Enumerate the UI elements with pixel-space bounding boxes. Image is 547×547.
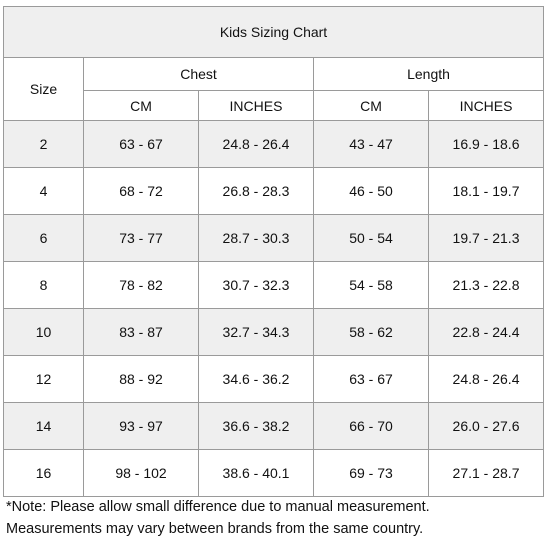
size-cell: 12 <box>3 355 84 403</box>
table-row: 8 78 - 82 30.7 - 32.3 54 - 58 21.3 - 22.… <box>3 261 545 309</box>
table-row: 16 98 - 102 38.6 - 40.1 69 - 73 27.1 - 2… <box>3 449 545 497</box>
chest-cm-cell: 63 - 67 <box>83 120 199 168</box>
footnote-line-1: *Note: Please allow small difference due… <box>6 499 430 515</box>
size-cell: 14 <box>3 402 84 450</box>
size-cell: 4 <box>3 167 84 215</box>
length-inches-cell: 27.1 - 28.7 <box>427 449 545 497</box>
size-cell: 8 <box>3 261 84 309</box>
length-inches-cell: 24.8 - 26.4 <box>427 355 545 403</box>
chest-cm-cell: 88 - 92 <box>83 355 199 403</box>
chest-inches-header: INCHES <box>198 90 314 121</box>
length-inches-cell: 16.9 - 18.6 <box>427 120 545 168</box>
length-cm-cell: 43 - 47 <box>313 120 429 168</box>
chest-inches-cell: 32.7 - 34.3 <box>198 308 314 356</box>
length-cm-cell: 58 - 62 <box>313 308 429 356</box>
length-inches-cell: 22.8 - 24.4 <box>427 308 545 356</box>
chest-cm-cell: 93 - 97 <box>83 402 199 450</box>
length-inches-cell: 19.7 - 21.3 <box>427 214 545 262</box>
table-row: 2 63 - 67 24.8 - 26.4 43 - 47 16.9 - 18.… <box>3 120 545 168</box>
chest-cm-cell: 78 - 82 <box>83 261 199 309</box>
table-row: 10 83 - 87 32.7 - 34.3 58 - 62 22.8 - 24… <box>3 308 545 356</box>
length-inches-cell: 21.3 - 22.8 <box>427 261 545 309</box>
table-row: 14 93 - 97 36.6 - 38.2 66 - 70 26.0 - 27… <box>3 402 545 450</box>
chest-cm-header: CM <box>83 90 199 121</box>
length-cm-header: CM <box>313 90 429 121</box>
length-cm-cell: 54 - 58 <box>313 261 429 309</box>
length-cm-cell: 50 - 54 <box>313 214 429 262</box>
chest-inches-cell: 30.7 - 32.3 <box>198 261 314 309</box>
size-cell: 16 <box>3 449 84 497</box>
sizing-chart-table: Kids Sizing Chart Size Chest Length CM I… <box>2 6 545 497</box>
table-row: 4 68 - 72 26.8 - 28.3 46 - 50 18.1 - 19.… <box>3 167 545 215</box>
chest-header: Chest <box>83 57 314 91</box>
chest-cm-cell: 98 - 102 <box>83 449 199 497</box>
chest-cm-cell: 83 - 87 <box>83 308 199 356</box>
footnote-line-2: Measurements may vary between brands fro… <box>6 521 424 537</box>
chest-cm-cell: 68 - 72 <box>83 167 199 215</box>
footnote: *Note: Please allow small difference due… <box>6 496 542 540</box>
chest-inches-cell: 38.6 - 40.1 <box>198 449 314 497</box>
table-row: 6 73 - 77 28.7 - 30.3 50 - 54 19.7 - 21.… <box>3 214 545 262</box>
length-cm-cell: 69 - 73 <box>313 449 429 497</box>
table-row: 12 88 - 92 34.6 - 36.2 63 - 67 24.8 - 26… <box>3 355 545 403</box>
length-cm-cell: 63 - 67 <box>313 355 429 403</box>
chest-inches-cell: 26.8 - 28.3 <box>198 167 314 215</box>
size-cell: 10 <box>3 308 84 356</box>
chest-inches-cell: 28.7 - 30.3 <box>198 214 314 262</box>
length-inches-cell: 26.0 - 27.6 <box>427 402 545 450</box>
size-cell: 2 <box>3 120 84 168</box>
size-header: Size <box>3 57 84 121</box>
length-inches-cell: 18.1 - 19.7 <box>427 167 545 215</box>
length-cm-cell: 66 - 70 <box>313 402 429 450</box>
chest-inches-cell: 36.6 - 38.2 <box>198 402 314 450</box>
length-header: Length <box>312 57 545 91</box>
chart-title: Kids Sizing Chart <box>2 6 545 58</box>
chest-inches-cell: 24.8 - 26.4 <box>198 120 314 168</box>
length-cm-cell: 46 - 50 <box>313 167 429 215</box>
chest-cm-cell: 73 - 77 <box>83 214 199 262</box>
length-inches-header: INCHES <box>427 90 545 121</box>
size-cell: 6 <box>3 214 84 262</box>
chest-inches-cell: 34.6 - 36.2 <box>198 355 314 403</box>
